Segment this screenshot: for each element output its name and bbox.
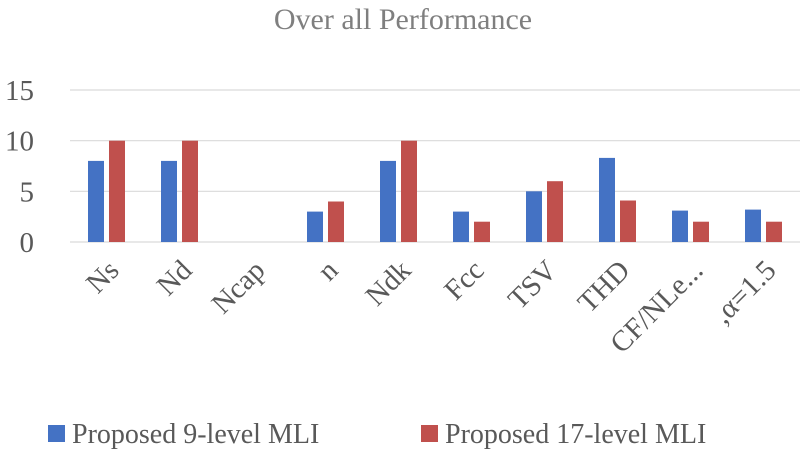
bar-9-level-5 <box>453 211 469 242</box>
legend-label-17-level: Proposed 17-level MLI <box>445 419 706 450</box>
y-tick-label: 10 <box>5 126 34 158</box>
y-axis-ticks: 0 5 10 15 <box>5 75 34 259</box>
x-tick-label: n <box>312 254 345 287</box>
bar-17-level-6 <box>547 181 563 242</box>
x-tick-label: Nd <box>151 254 199 302</box>
bar-9-level-4 <box>380 160 396 242</box>
x-tick-label: Ndk <box>360 254 418 312</box>
bar-17-level-3 <box>328 201 344 242</box>
bar-9-level-9 <box>745 209 761 242</box>
bar-17-level-5 <box>474 221 490 242</box>
x-tick-label: Ncap <box>206 254 272 320</box>
x-tick-label: TSV <box>502 254 563 315</box>
bar-9-level-3 <box>307 211 323 242</box>
bar-17-level-8 <box>693 221 709 242</box>
bar-9-level-1 <box>161 160 177 242</box>
bar-17-level-0 <box>109 140 125 242</box>
legend-swatch-9-level <box>48 425 65 442</box>
x-tick-label: Fcc <box>438 254 490 306</box>
bar-17-level-1 <box>182 140 198 242</box>
bar-9-level-6 <box>526 191 542 242</box>
gridlines <box>70 89 800 243</box>
y-tick-label: 0 <box>20 227 35 259</box>
bar-9-level-7 <box>599 157 615 242</box>
x-tick-label: THD <box>572 254 637 319</box>
bar-17-level-7 <box>620 200 636 242</box>
bar-9-level-8 <box>672 210 688 242</box>
x-tick-label: Ns <box>80 254 125 299</box>
bar-17-level-9 <box>766 221 782 242</box>
x-tick-label: ,α=1.5 <box>707 254 783 330</box>
y-tick-label: 5 <box>20 176 35 208</box>
legend-label-9-level: Proposed 9-level MLI <box>72 419 319 450</box>
legend-swatch-17-level <box>421 425 438 442</box>
bar-17-level-4 <box>401 140 417 242</box>
bar-9-level-0 <box>88 160 104 242</box>
chart-title: Over all Performance <box>274 3 532 36</box>
legend: Proposed 9-level MLI Proposed 17-level M… <box>48 419 706 450</box>
bars <box>88 140 782 242</box>
y-tick-label: 15 <box>5 75 34 107</box>
